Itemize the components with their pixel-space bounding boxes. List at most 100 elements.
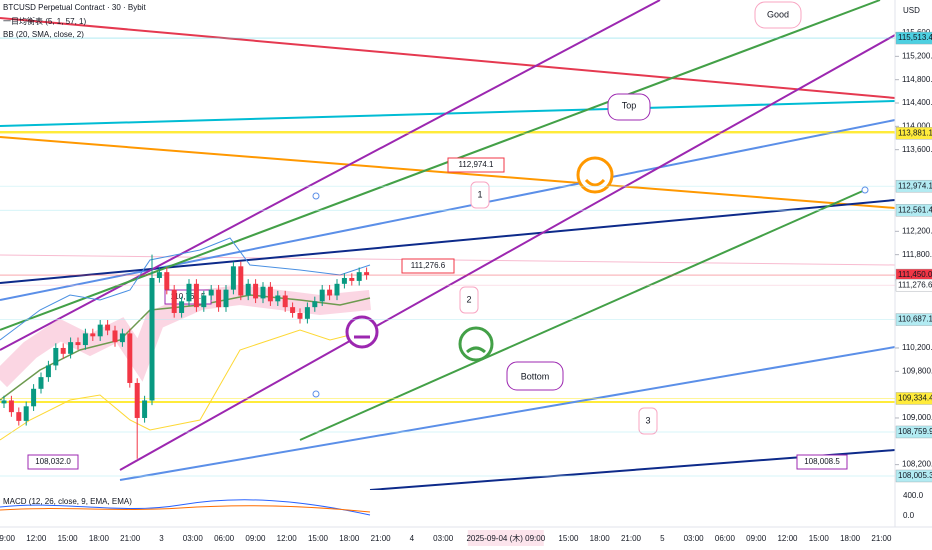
x-tick-label: 09:00 xyxy=(746,534,767,543)
candle-body xyxy=(216,289,222,308)
price-tag-label: 115,513.4 xyxy=(898,33,932,42)
x-tick-label: 09:00 xyxy=(245,534,266,543)
time-highlight xyxy=(467,530,544,546)
candle-body xyxy=(327,289,333,296)
candle-body xyxy=(334,283,340,296)
y-tick-label: 114,000.0 xyxy=(902,121,932,130)
price-tag-label: 108,759.9 xyxy=(898,427,932,436)
y-tick-label: 109,000.0 xyxy=(902,413,932,422)
x-tick-label: 15:00 xyxy=(809,534,830,543)
y-tick-label: 111,800.0 xyxy=(902,250,932,259)
candle-body xyxy=(8,400,14,413)
candle-body xyxy=(275,295,281,302)
candle-body xyxy=(16,412,22,421)
candle-body xyxy=(349,277,355,281)
candle-body xyxy=(364,272,370,276)
x-tick-label: 06:00 xyxy=(715,534,736,543)
candle-body xyxy=(97,324,103,337)
candle-body xyxy=(260,286,266,299)
candle-body xyxy=(282,295,288,308)
candle-body xyxy=(23,406,29,421)
x-tick-label: 12:00 xyxy=(26,534,47,543)
annotation: 3 xyxy=(645,415,650,425)
candle-body xyxy=(201,295,207,308)
y-tick-label: 113,600.0 xyxy=(902,145,932,154)
x-tick-label: 21:00 xyxy=(621,534,642,543)
x-tick-label: 03:00 xyxy=(684,534,705,543)
macd-line xyxy=(0,499,371,516)
macd-label: MACD (12, 26, close, 9, EMA, EMA) xyxy=(3,497,132,506)
y-tick-label: 110,200.0 xyxy=(902,343,932,352)
candle-body xyxy=(208,289,214,296)
candle-body xyxy=(75,342,81,346)
x-tick-label: 21:00 xyxy=(120,534,141,543)
candle-body xyxy=(149,277,155,401)
x-tick-label: 18:00 xyxy=(840,534,861,543)
signal-line xyxy=(0,505,371,513)
candle-body xyxy=(171,289,177,313)
candle-body xyxy=(105,324,111,331)
candle-body xyxy=(186,283,192,302)
candle-body xyxy=(45,365,51,378)
x-tick-label: 09:00 xyxy=(0,534,16,543)
price-tag xyxy=(895,425,932,439)
candle-body xyxy=(38,377,44,389)
x-tick-label: 12:00 xyxy=(777,534,798,543)
price-tag xyxy=(895,469,932,483)
candle-body xyxy=(356,272,362,281)
annotation: Good xyxy=(767,9,789,19)
candle-body xyxy=(68,342,74,354)
price-tag xyxy=(895,278,932,292)
indicator-label: BB (20, SMA, close, 2) xyxy=(3,30,84,39)
indicator-label: 一目均衡表 (5, 1, 57, 1) xyxy=(3,16,86,26)
candle-body xyxy=(142,400,148,418)
y-tick-label: 114,800.0 xyxy=(902,75,932,84)
candle-body xyxy=(53,347,59,366)
candle-body xyxy=(297,312,303,319)
macd-tick: 0.0 xyxy=(903,511,915,520)
y-tick-label: 108,200.0 xyxy=(902,460,932,469)
annotation: Bottom xyxy=(521,371,550,381)
candle-body xyxy=(193,283,199,308)
price-tag-label: 113,881.1 xyxy=(898,128,932,137)
candle-body xyxy=(304,307,310,319)
price-tag xyxy=(895,31,932,45)
x-tick-label: 2025-09-04 (木) 09:00 xyxy=(466,533,545,543)
price-tag-label: 109,334.4 xyxy=(898,394,932,403)
candle-body xyxy=(82,333,88,346)
currency: USD xyxy=(903,6,920,15)
callout: 111,276.6 xyxy=(411,261,446,270)
candle-body xyxy=(253,283,259,299)
x-tick-label: 21:00 xyxy=(371,534,392,543)
x-tick-label: 03:00 xyxy=(433,534,454,543)
candle-body xyxy=(179,301,185,313)
x-tick-label: 18:00 xyxy=(89,534,110,543)
x-tick-label: 03:00 xyxy=(183,534,204,543)
x-tick-label: 4 xyxy=(410,534,415,543)
x-tick-label: 3 xyxy=(159,534,164,543)
price-tag-label: 110,687.1 xyxy=(898,315,932,324)
callout: 108,008.5 xyxy=(804,457,840,466)
price-tag xyxy=(895,179,932,193)
y-tick-label: 114,400.0 xyxy=(902,98,932,107)
x-tick-label: 12:00 xyxy=(277,534,298,543)
candle-body xyxy=(60,347,66,354)
annotation: 2 xyxy=(466,294,471,304)
candle-body xyxy=(119,333,125,343)
candle-body xyxy=(238,266,244,296)
callout: 112,974.1 xyxy=(459,160,495,169)
price-tag xyxy=(895,204,932,217)
drawings xyxy=(0,0,896,491)
candle-body xyxy=(290,307,296,313)
candle-body xyxy=(164,272,170,290)
x-tick-label: 5 xyxy=(660,534,665,543)
price-tag-label: 111,276.6 xyxy=(898,280,932,289)
price-tag xyxy=(895,392,932,405)
macd-tick: 400.0 xyxy=(903,491,924,500)
x-tick-label: 18:00 xyxy=(339,534,360,543)
price-tag xyxy=(895,313,932,326)
candle-body xyxy=(267,286,273,302)
candle-body xyxy=(90,333,96,337)
candle-body xyxy=(312,301,318,308)
